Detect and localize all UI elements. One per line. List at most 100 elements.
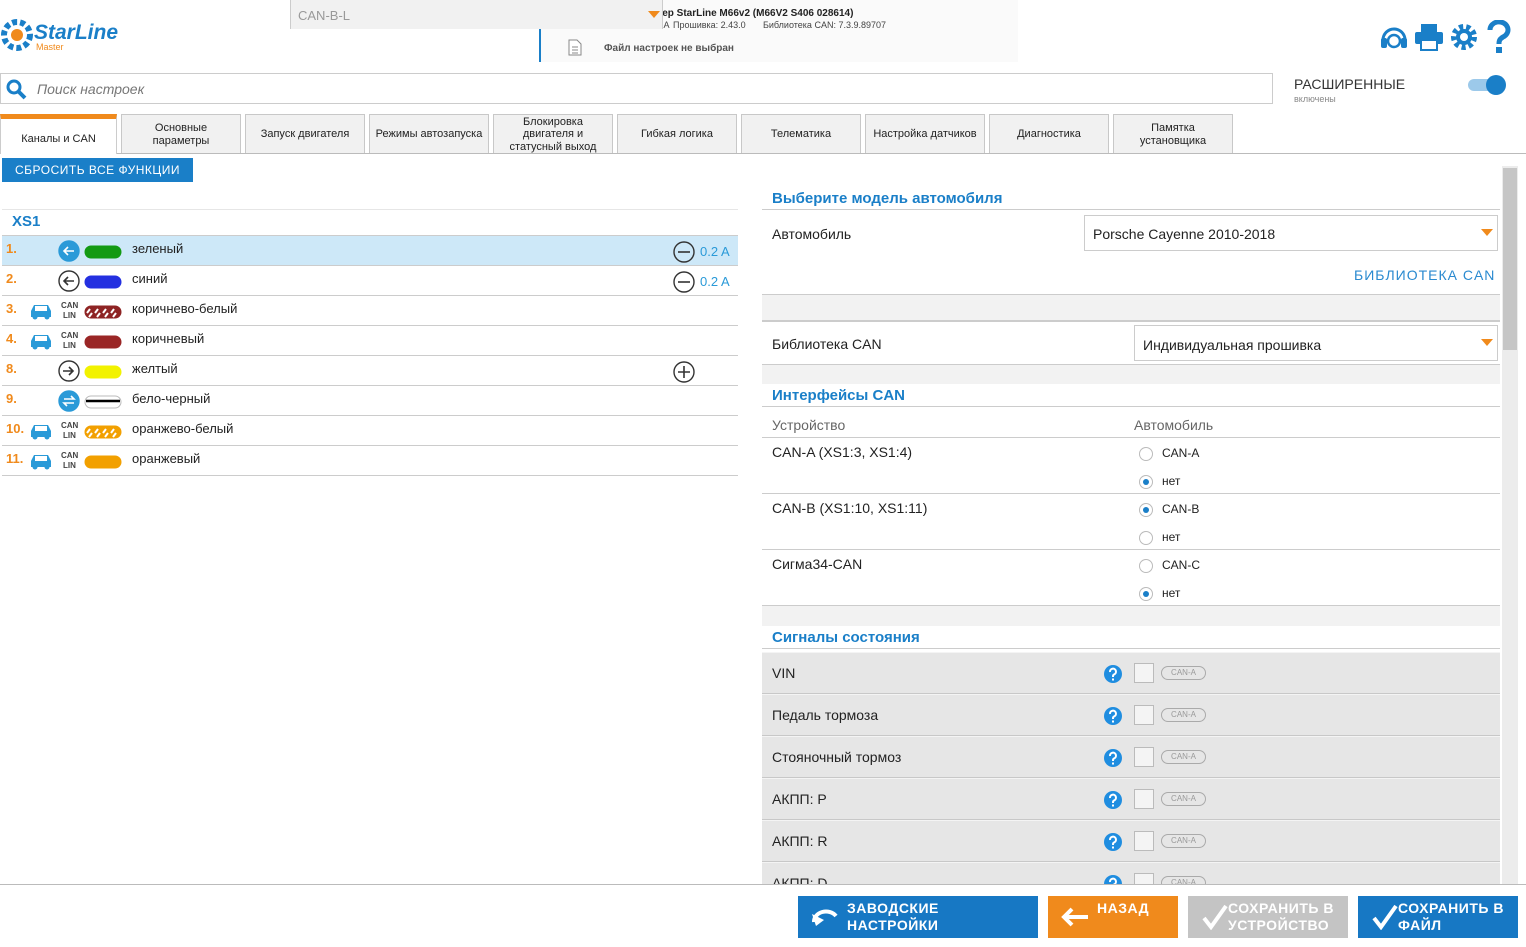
library-select[interactable]: Индивидуальная прошивка xyxy=(1134,325,1498,361)
help-badge-svg xyxy=(1104,665,1122,683)
button-label: СОХРАНИТЬ В УСТРОЙСТВО xyxy=(1228,900,1334,933)
radio[interactable] xyxy=(1138,502,1154,518)
connector-header-bg xyxy=(2,209,738,236)
wire-swatch xyxy=(84,245,122,259)
remove-current-icon[interactable] xyxy=(672,270,696,294)
icon-shape xyxy=(1,19,33,51)
help-badge[interactable] xyxy=(1103,832,1123,852)
signal-checkbox[interactable] xyxy=(1134,789,1154,809)
footer-button[interactable]: НАЗАД xyxy=(1048,896,1178,938)
search-icon xyxy=(6,79,28,101)
help-badge[interactable] xyxy=(1103,790,1123,810)
tab[interactable]: Блокировка двигателя и статусный выход xyxy=(493,114,613,154)
footer-button[interactable]: СОХРАНИТЬ В УСТРОЙСТВО xyxy=(1188,896,1348,938)
remove-current-icon-svg xyxy=(673,241,695,263)
radio-svg xyxy=(1139,503,1153,517)
channel-row: 3. CAN LIN коричнево-белый xyxy=(2,296,738,326)
help-icon[interactable] xyxy=(1485,20,1513,54)
settings-icon-svg xyxy=(1451,24,1477,50)
tab[interactable]: Каналы и CAN xyxy=(0,114,117,154)
signal-checkbox[interactable] xyxy=(1134,705,1154,725)
icon-shape xyxy=(1381,27,1407,41)
button-icon-svg xyxy=(1061,907,1088,927)
footer-button[interactable]: СОХРАНИТЬ В ФАЙЛ xyxy=(1358,896,1518,938)
icon-shape xyxy=(84,335,122,349)
current-value: 0.2 A xyxy=(700,244,730,259)
car-select[interactable]: Porsche Cayenne 2010-2018 xyxy=(1084,215,1498,251)
wire-name: желтый xyxy=(132,361,178,376)
can-badge: CAN-A xyxy=(1161,666,1206,680)
tab[interactable]: Режимы автозапуска xyxy=(369,114,489,154)
car-icon-svg xyxy=(31,305,51,320)
button-icon-svg xyxy=(1372,904,1398,930)
radio[interactable] xyxy=(1138,474,1154,490)
signal-checkbox[interactable] xyxy=(1134,663,1154,683)
radio[interactable] xyxy=(1138,446,1154,462)
print-icon[interactable] xyxy=(1413,22,1445,52)
library-label: Библиотека CAN xyxy=(772,336,882,352)
icon-shape xyxy=(1481,229,1493,236)
radio[interactable] xyxy=(1138,558,1154,574)
icon-shape xyxy=(1451,24,1477,50)
search-icon-svg xyxy=(6,79,27,100)
library-link[interactable]: БИБЛИОТЕКА CAN xyxy=(1354,267,1496,283)
icon-shape xyxy=(44,464,50,470)
interface-name: CAN-B (XS1:10, XS1:11) xyxy=(772,500,928,516)
icon-shape xyxy=(86,308,117,318)
help-badge[interactable] xyxy=(1103,748,1123,768)
tab[interactable]: Запуск двигателя xyxy=(245,114,365,154)
advanced-toggle[interactable] xyxy=(1466,74,1508,96)
footer-button[interactable]: ЗАВОДСКИЕ НАСТРОЙКИ xyxy=(798,896,1038,938)
remove-current-icon[interactable] xyxy=(672,240,696,264)
icon-shape xyxy=(32,314,38,320)
search-box[interactable]: Поиск настроек xyxy=(0,73,1273,104)
signal-checkbox[interactable] xyxy=(1134,747,1154,767)
icon-shape xyxy=(62,246,74,256)
icon-shape xyxy=(1421,24,1437,32)
support-icon[interactable] xyxy=(1378,22,1410,52)
tab[interactable]: Телематика xyxy=(741,114,861,154)
tab[interactable]: Памятка установщика xyxy=(1113,114,1233,154)
wire-swatch-svg xyxy=(84,245,122,259)
signal-checkbox[interactable] xyxy=(1134,831,1154,851)
direction-icon-svg xyxy=(58,360,80,382)
radio[interactable] xyxy=(1138,586,1154,602)
signal-name: Педаль тормоза xyxy=(772,707,879,723)
reset-button[interactable]: СБРОСИТЬ ВСЕ ФУНКЦИИ xyxy=(2,158,193,182)
connector-title: XS1 xyxy=(12,213,41,230)
wire-swatch xyxy=(84,395,122,409)
dropdown-arrow xyxy=(1481,339,1493,347)
help-badge[interactable] xyxy=(1103,664,1123,684)
icon-shape xyxy=(32,344,38,350)
car-icon xyxy=(28,422,54,440)
icon-shape xyxy=(1112,720,1114,723)
icon-shape xyxy=(84,245,122,259)
icon-shape xyxy=(1139,531,1153,545)
add-current-icon[interactable] xyxy=(672,360,696,384)
tab[interactable]: Гибкая логика xyxy=(617,114,737,154)
car-icon-svg xyxy=(31,335,51,350)
tab[interactable]: Основные параметры xyxy=(121,114,241,154)
icon-shape xyxy=(32,434,38,440)
icon-shape xyxy=(1109,835,1117,846)
tab-label: Блокировка двигателя и статусный выход xyxy=(509,115,597,153)
icon-shape xyxy=(1112,678,1114,681)
wire-name: коричневый xyxy=(132,331,205,346)
signal-row xyxy=(762,736,1500,778)
icon-shape xyxy=(44,344,50,350)
section-header xyxy=(762,384,1500,407)
tab[interactable]: Настройка датчиков xyxy=(865,114,985,154)
radio[interactable] xyxy=(1138,530,1154,546)
tab-label: Диагностика xyxy=(1017,128,1081,141)
settings-icon[interactable] xyxy=(1448,22,1480,52)
direction-icon-svg xyxy=(58,240,80,262)
button-label: НАЗАД xyxy=(1097,900,1150,916)
button-icon xyxy=(1370,904,1400,930)
tab[interactable]: Диагностика xyxy=(989,114,1109,154)
scrollbar-thumb xyxy=(1503,168,1517,350)
icon-shape xyxy=(1143,507,1149,513)
icon-shape xyxy=(1109,793,1117,804)
help-badge[interactable] xyxy=(1103,706,1123,726)
direction-icon xyxy=(58,360,82,384)
